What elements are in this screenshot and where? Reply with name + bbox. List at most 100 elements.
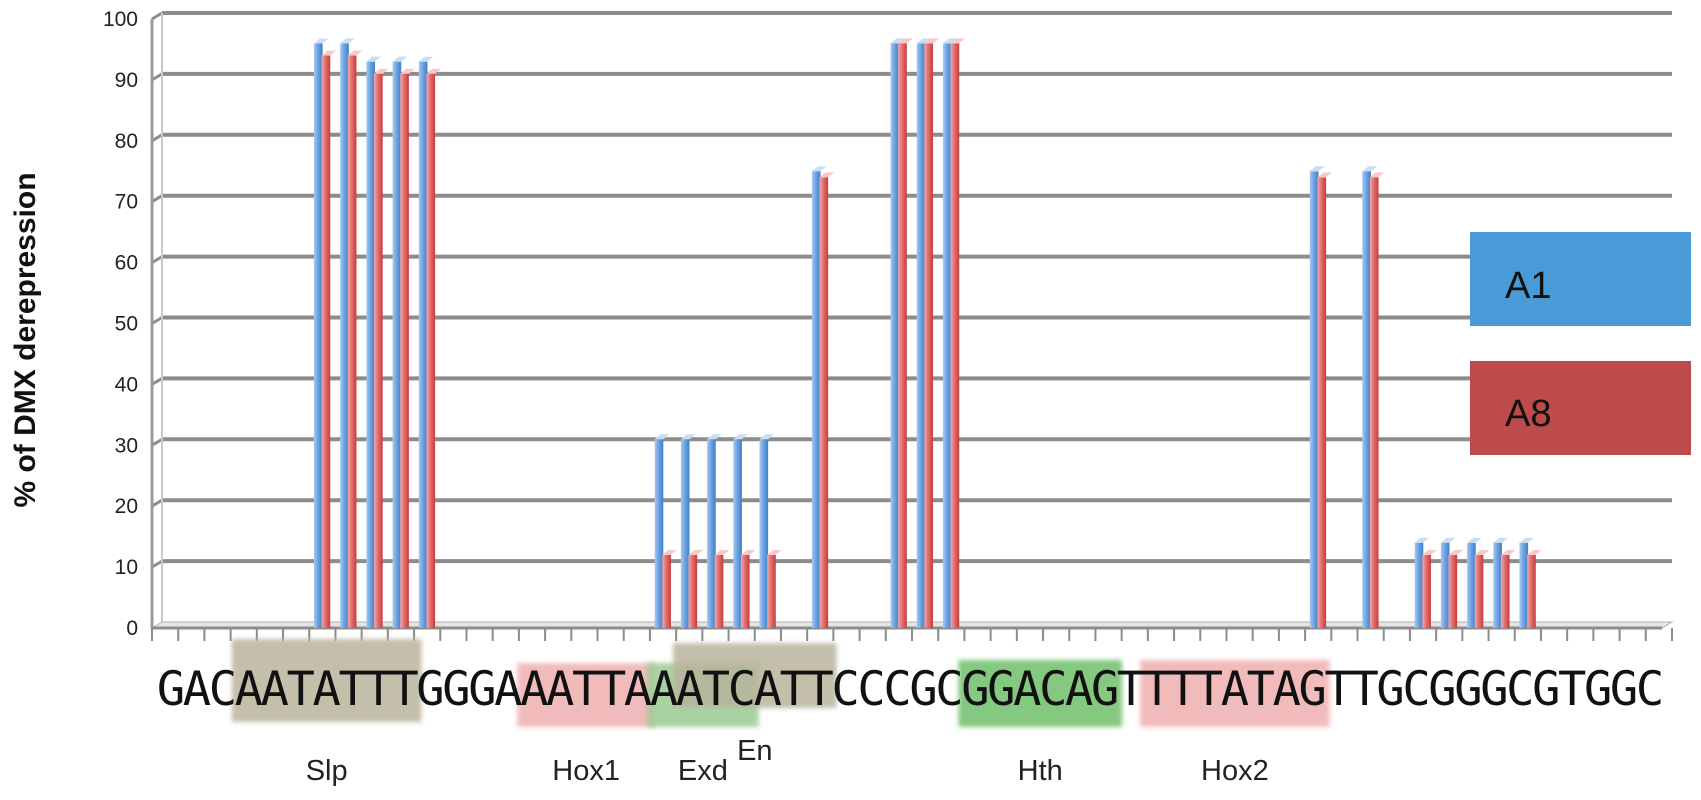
gridline-slant xyxy=(151,133,163,143)
y-tick-label: 60 xyxy=(115,252,138,275)
gridline-slant xyxy=(151,194,163,203)
axes: 0 10 20 30 40 50 60 70 80 90 100 xyxy=(103,8,1674,641)
binding-site-box-en xyxy=(672,643,837,708)
sequence: GACAATATTTGGGAAATTAAATCATTCCCGCGGACAGTTT… xyxy=(157,662,1664,717)
sequence-letter: A xyxy=(754,662,782,717)
sequence-letter: C xyxy=(857,662,885,717)
bar-a8 xyxy=(1369,172,1385,628)
bar-a8 xyxy=(688,549,704,628)
sequence-letter: A xyxy=(676,662,704,717)
sequence-letter: T xyxy=(1143,662,1171,717)
sequence-letter: T xyxy=(572,662,600,717)
bar-a1 xyxy=(340,38,355,629)
binding-site-box-slp xyxy=(231,639,422,722)
sequence-letter: G xyxy=(961,662,989,717)
bar-a8 xyxy=(898,38,913,629)
sequence-letter: T xyxy=(338,662,366,717)
sequence-letter: A xyxy=(1013,662,1041,717)
sequence-letter: T xyxy=(1247,662,1275,717)
sequence-letter: G xyxy=(416,662,444,717)
bar-a8 xyxy=(1500,549,1516,628)
y-tick-label: 20 xyxy=(115,495,138,518)
bar-a1 xyxy=(1440,537,1456,628)
sequence-letter: T xyxy=(390,662,418,717)
binding-sites xyxy=(231,639,1330,727)
sequence-letter: T xyxy=(1558,662,1586,717)
bar-a1 xyxy=(1493,537,1508,628)
y-tick-label: 50 xyxy=(115,313,138,336)
bar-a8 xyxy=(1422,549,1437,628)
sequence-letter: T xyxy=(806,662,834,717)
bar-a8 xyxy=(1474,549,1490,628)
sequence-letter: C xyxy=(728,662,756,717)
y-tick-label: 40 xyxy=(115,373,138,396)
sequence-letter: C xyxy=(1039,662,1067,717)
sequence-letter: T xyxy=(287,662,315,717)
sequence-letter: T xyxy=(1169,662,1197,717)
sequence-letter: C xyxy=(883,662,911,717)
bar-a1 xyxy=(1467,537,1482,628)
sequence-letter: G xyxy=(987,662,1015,717)
sequence-letter: C xyxy=(209,662,237,717)
bar-a8 xyxy=(1527,549,1542,628)
sequence-letter: T xyxy=(1195,662,1223,717)
sequence-letter: T xyxy=(702,662,730,717)
sequence-letter: G xyxy=(1454,662,1482,717)
sequence-letter: G xyxy=(1428,662,1456,717)
gridline-slant xyxy=(151,559,163,569)
sequence-letter: A xyxy=(494,662,522,717)
sequence-letter: G xyxy=(1480,662,1508,717)
sequence-letter: T xyxy=(1324,662,1352,717)
sequence-letter: A xyxy=(624,662,652,717)
binding-site-label-hox2: Hox2 xyxy=(1201,755,1269,787)
bar-a1 xyxy=(1414,537,1430,628)
bar-a8 xyxy=(347,50,363,629)
gridline-slant xyxy=(151,498,163,508)
sequence-letter: C xyxy=(831,662,859,717)
sequence-letter: T xyxy=(598,662,626,717)
bar-a1 xyxy=(1309,166,1325,628)
sequence-letter: G xyxy=(1376,662,1404,717)
bar-a1 xyxy=(313,38,329,629)
bar-a8 xyxy=(662,549,677,628)
bar-a1 xyxy=(1362,166,1377,628)
bar-a1 xyxy=(418,56,434,628)
bar-a1 xyxy=(733,434,748,628)
sequence-letter: T xyxy=(1117,662,1145,717)
legend-swatch-a1 xyxy=(1470,232,1691,326)
legend-label-a1: A1 xyxy=(1505,265,1551,307)
sequence-letter: A xyxy=(235,662,263,717)
bar-a1 xyxy=(759,434,775,628)
binding-site-label-en: En xyxy=(737,735,772,767)
gridline-slant xyxy=(151,438,163,447)
gridline-slant xyxy=(151,72,163,82)
bar-a1 xyxy=(392,56,408,628)
sequence-letter: G xyxy=(1299,662,1327,717)
bar-a1 xyxy=(916,38,932,629)
bar-a8 xyxy=(714,549,730,628)
sequence-letter: G xyxy=(1532,662,1560,717)
sequence-letter: G xyxy=(442,662,470,717)
binding-site-box-hox2 xyxy=(1140,660,1330,727)
binding-site-label-exd: Exd xyxy=(678,755,728,787)
sequence-letter: G xyxy=(1610,662,1638,717)
legend: A1 A8 xyxy=(1470,232,1691,455)
bar-a1 xyxy=(654,434,670,628)
bar-a1 xyxy=(707,434,722,628)
sequence-letter: G xyxy=(1584,662,1612,717)
bar-a1 xyxy=(366,56,382,628)
y-tick-label: 100 xyxy=(103,8,138,31)
bar-a1 xyxy=(890,38,906,629)
gridline-slant xyxy=(151,11,163,21)
bar-a1 xyxy=(680,434,696,628)
sequence-letter: A xyxy=(650,662,678,717)
sequence-letter: G xyxy=(909,662,937,717)
bar-a8 xyxy=(950,38,966,629)
y-tick-label: 70 xyxy=(115,191,138,214)
sequence-letter: A xyxy=(520,662,548,717)
bar-a8 xyxy=(740,549,756,628)
sequence-letter: T xyxy=(1350,662,1378,717)
legend-label-a8: A8 xyxy=(1505,393,1551,435)
bar-a8 xyxy=(924,38,940,629)
